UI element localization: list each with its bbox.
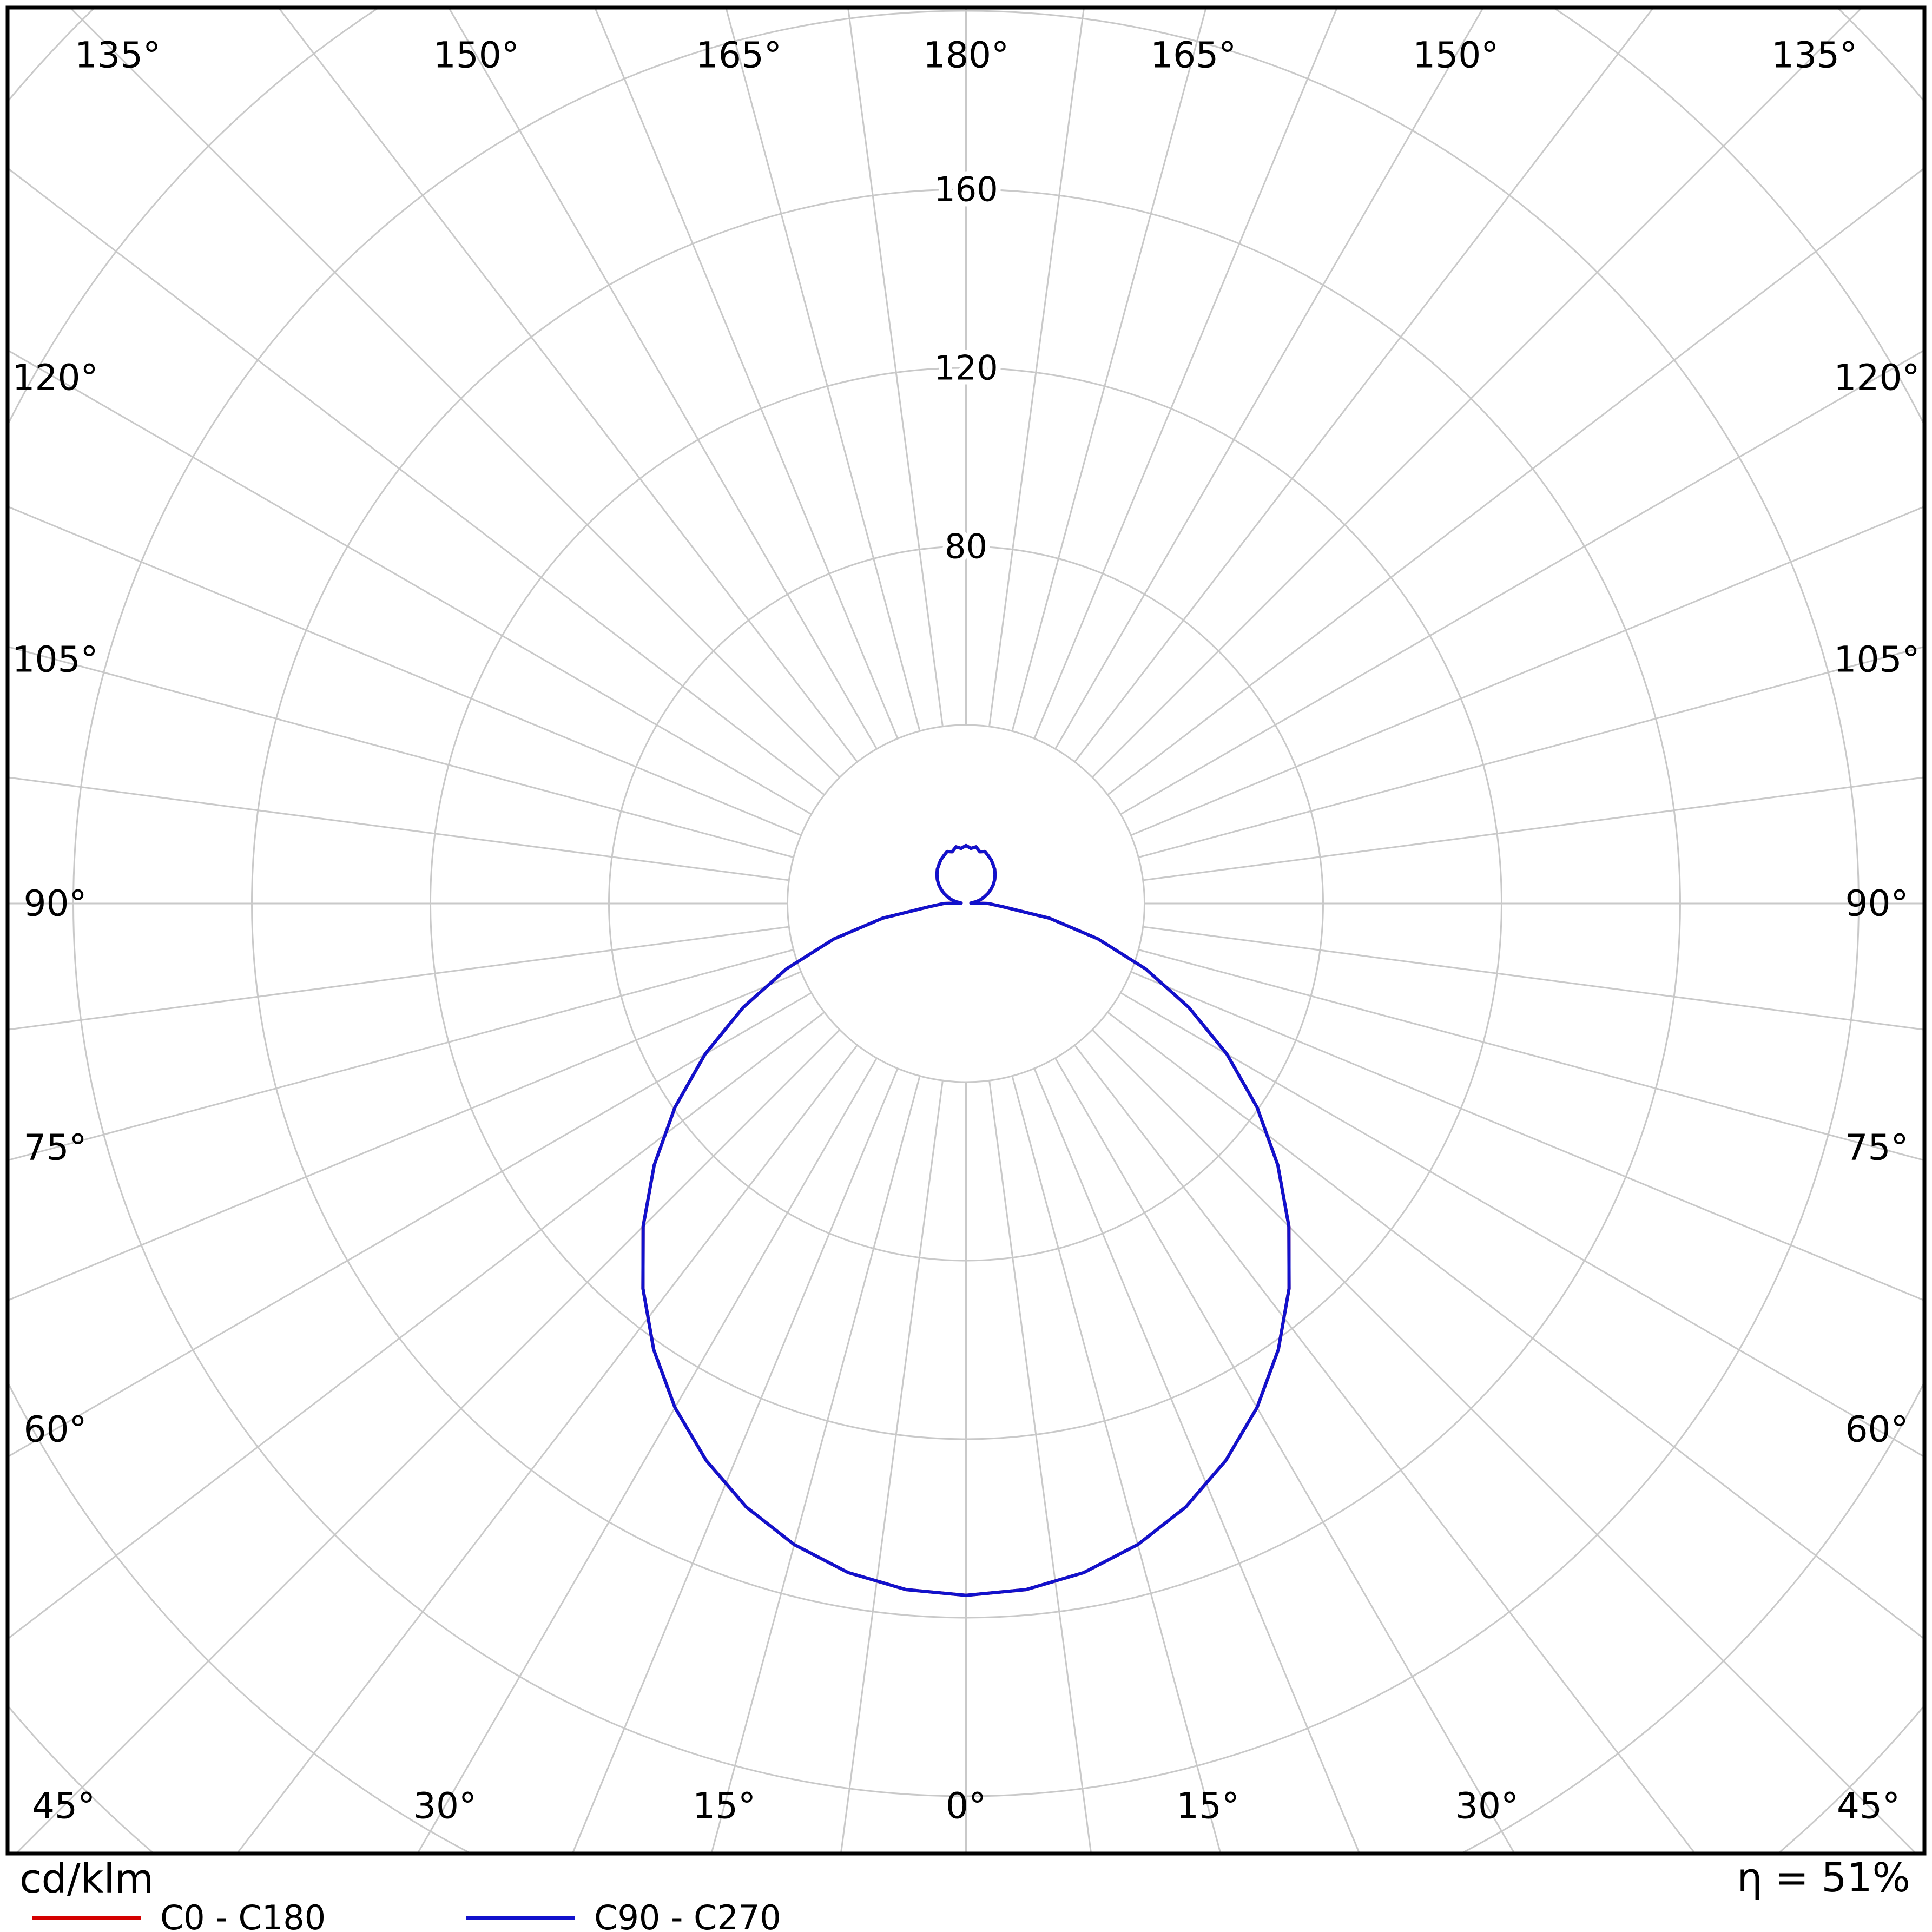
angle-label: 0°: [946, 1785, 986, 1827]
angle-label: 30°: [413, 1785, 477, 1827]
angle-label: 150°: [1413, 35, 1499, 76]
legend-label-c90-c270: C90 - C270: [594, 1898, 781, 1932]
angle-label: 45°: [1837, 1785, 1900, 1827]
angle-label: 60°: [1845, 1408, 1909, 1450]
radial-tick-label: 120: [934, 348, 998, 388]
angle-label: 15°: [1176, 1785, 1239, 1827]
angle-label: 15°: [693, 1785, 756, 1827]
legend-label-c0-c180: C0 - C180: [160, 1898, 326, 1932]
angle-label: 105°: [1834, 638, 1920, 680]
legend-item-c90-c270: C90 - C270: [466, 1901, 781, 1932]
angle-label: 135°: [75, 35, 161, 76]
angle-label: 150°: [433, 35, 519, 76]
angle-label: 30°: [1455, 1785, 1519, 1827]
legend-swatch-c0-c180: [32, 1916, 141, 1920]
angle-label: 60°: [24, 1408, 87, 1450]
legend-item-c0-c180: C0 - C180: [32, 1901, 326, 1932]
angle-label: 120°: [12, 357, 98, 399]
radial-tick-label: 160: [934, 170, 998, 209]
angle-label: 180°: [923, 35, 1009, 76]
angle-label: 90°: [1845, 883, 1909, 925]
angle-label: 75°: [1845, 1127, 1909, 1169]
angle-label: 165°: [1150, 35, 1236, 76]
angle-label: 90°: [24, 883, 87, 925]
units-label: cd/klm: [19, 1856, 154, 1902]
curve-C90-C270: [641, 843, 1291, 1597]
efficiency-label: η = 51%: [1737, 1855, 1910, 1901]
angle-label: 135°: [1771, 35, 1857, 76]
angle-label: 75°: [24, 1127, 87, 1169]
radial-tick-label: 80: [945, 527, 987, 566]
footer: cd/klm η = 51% C0 - C180 C90 - C270: [0, 1855, 1932, 1932]
legend: C0 - C180 C90 - C270: [32, 1901, 781, 1932]
angle-label: 45°: [32, 1785, 95, 1827]
angle-label: 105°: [12, 638, 98, 680]
legend-swatch-c90-c270: [466, 1916, 575, 1920]
angle-label: 120°: [1834, 357, 1920, 399]
angle-label: 165°: [696, 35, 782, 76]
